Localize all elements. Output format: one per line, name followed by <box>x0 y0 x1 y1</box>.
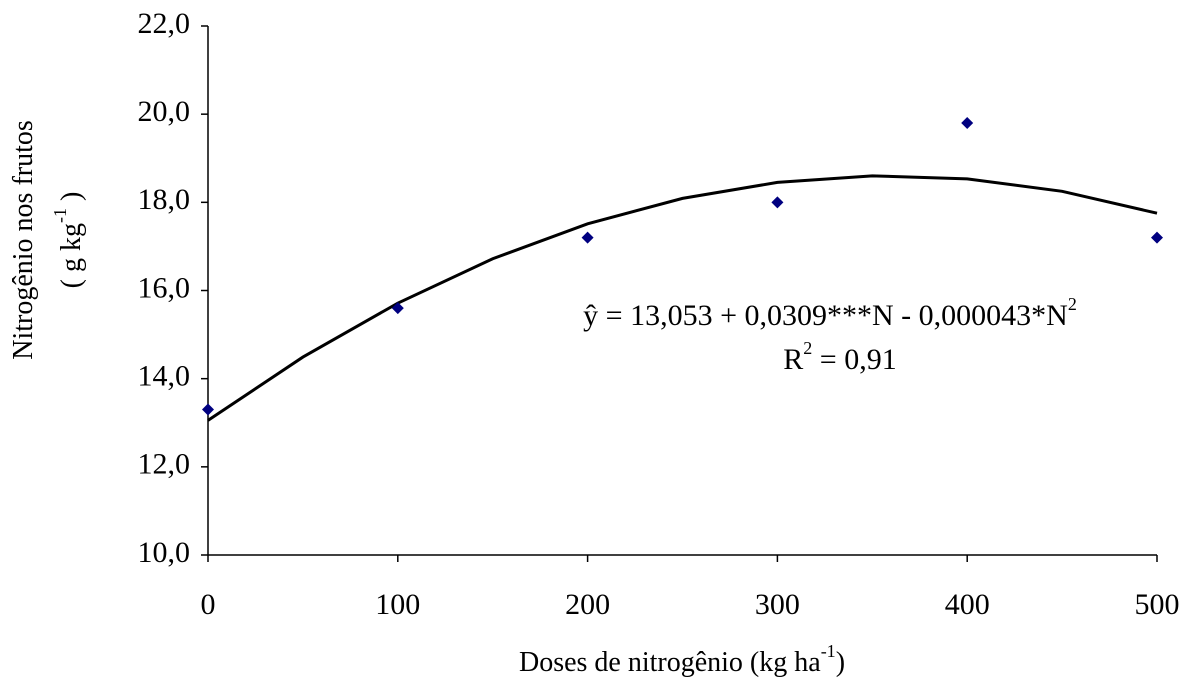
x-axis-label: Doses de nitrogênio (kg ha-1) <box>519 641 845 678</box>
x-label-sup: -1 <box>821 641 836 661</box>
y-tick-label: 10,0 <box>138 536 191 569</box>
y-tick-label: 14,0 <box>138 360 191 393</box>
y-tick-label: 16,0 <box>138 271 191 304</box>
r-squared: R2 = 0,91 <box>783 338 896 376</box>
y-tick-label: 20,0 <box>138 95 191 128</box>
y-label-text: ( g kg <box>56 223 87 288</box>
data-point <box>1151 231 1163 244</box>
x-tick-label: 500 <box>1135 588 1180 621</box>
r-sup: 2 <box>803 338 812 358</box>
data-point <box>581 231 594 244</box>
y-tick-label: 22,0 <box>138 7 191 40</box>
fit-curve <box>207 174 1158 422</box>
x-label-text: ) <box>836 647 845 678</box>
y-tick-label: 12,0 <box>138 448 191 481</box>
x-tick-label: 300 <box>755 588 800 621</box>
data-point <box>771 196 784 209</box>
r-text: = 0,91 <box>812 343 896 376</box>
data-point <box>961 116 974 129</box>
x-tick-label: 200 <box>565 588 610 621</box>
y-axis-label: Nitrogênio nos frutos <box>8 120 39 360</box>
x-label-text: Doses de nitrogênio (kg ha <box>519 647 821 678</box>
equation-text: ŷ = 13,053 + 0,0309***N - 0,000043*N <box>583 299 1068 332</box>
y-label-text: ) <box>56 192 87 208</box>
data-point <box>391 302 404 315</box>
x-tick-label: 0 <box>201 588 216 621</box>
y-axis-label-units: ( g kg-1 ) <box>50 192 87 289</box>
data-point <box>202 403 214 416</box>
r-text: R <box>783 343 803 376</box>
equation: ŷ = 13,053 + 0,0309***N - 0,000043*N2 <box>583 294 1077 332</box>
x-tick-label: 100 <box>375 588 420 621</box>
y-tick-label: 18,0 <box>138 183 191 216</box>
equation-sup: 2 <box>1068 294 1077 314</box>
y-label-sup: -1 <box>50 208 70 223</box>
x-tick-label: 400 <box>945 588 990 621</box>
y-label-text: Nitrogênio nos frutos <box>8 120 39 360</box>
